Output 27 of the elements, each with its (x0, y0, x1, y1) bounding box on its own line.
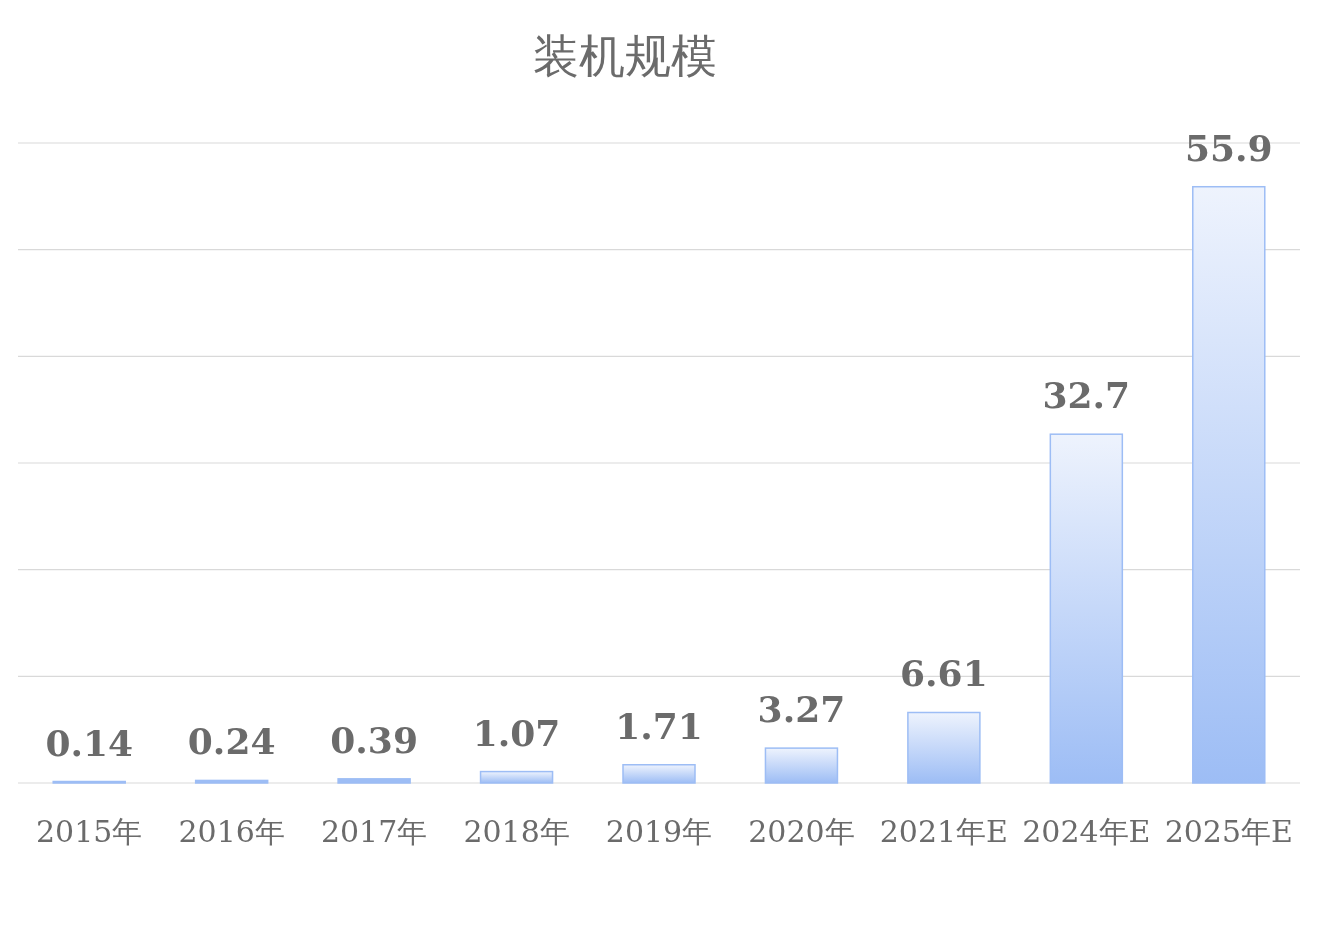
x-tick-label: 2019年 (605, 814, 713, 849)
data-label: 0.24 (187, 720, 276, 763)
x-tick-label: 2025年E (1164, 814, 1293, 849)
x-tick-label: 2016年 (178, 814, 285, 849)
data-label: 3.27 (757, 688, 846, 731)
data-label: 1.07 (472, 711, 561, 754)
bar (1049, 433, 1124, 784)
bar (1192, 185, 1266, 784)
data-label: 55.9 (1184, 126, 1273, 169)
bar (194, 779, 269, 784)
bar (479, 770, 554, 784)
data-label: 6.61 (900, 652, 988, 695)
x-tick-label: 2018年 (463, 814, 570, 849)
bar (907, 711, 981, 784)
x-tick-label: 2020年 (748, 814, 855, 849)
bar (337, 778, 411, 784)
data-label: 0.39 (330, 718, 418, 761)
x-tick-label: 2015年 (36, 814, 143, 849)
bar (622, 764, 696, 784)
chart-title: 装机规模 (533, 29, 717, 83)
x-tick-label: 2024年E (1022, 814, 1151, 849)
x-tick-label: 2017年 (320, 814, 428, 849)
data-label: 1.71 (615, 704, 703, 747)
bar (764, 747, 839, 784)
x-tick-label: 2021年E (879, 814, 1009, 849)
data-label: 32.7 (1042, 374, 1131, 417)
data-label: 0.14 (45, 721, 134, 764)
